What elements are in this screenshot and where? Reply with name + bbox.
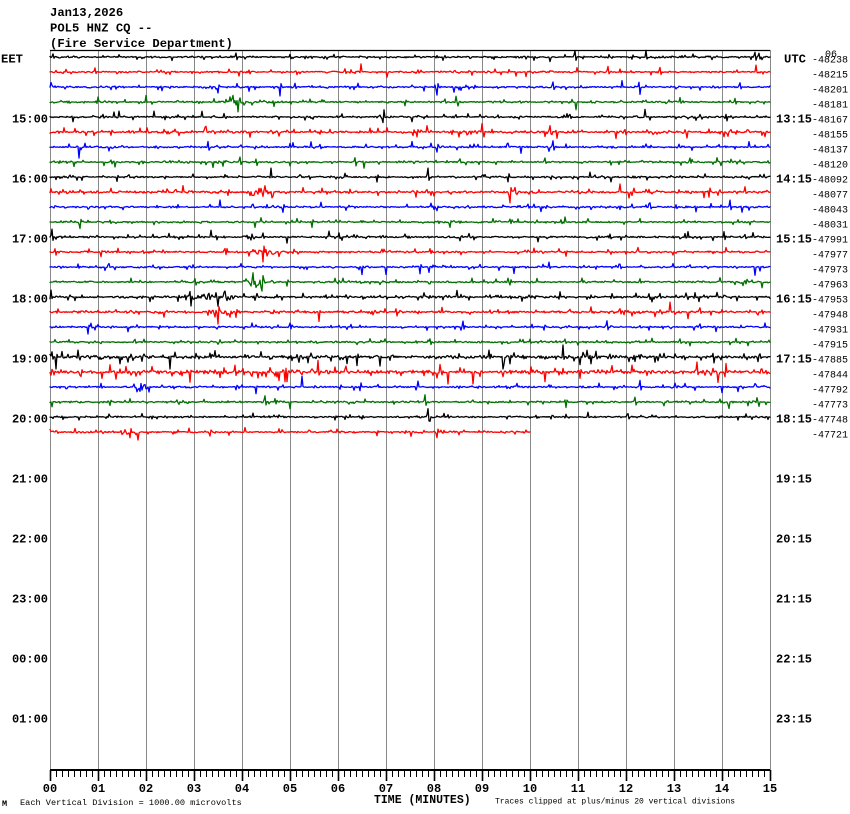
svg-text:11: 11 (571, 782, 585, 796)
svg-text:21:15: 21:15 (776, 593, 812, 607)
svg-text:23:00: 23:00 (12, 593, 48, 607)
svg-text:14: 14 (715, 782, 729, 796)
svg-text:23:15: 23:15 (776, 713, 812, 727)
svg-text:-47977: -47977 (812, 251, 848, 262)
svg-text:19:00: 19:00 (12, 353, 48, 367)
svg-text:-48167: -48167 (812, 116, 848, 127)
svg-text:16:15: 16:15 (776, 293, 812, 307)
svg-text:13:15: 13:15 (776, 113, 812, 127)
svg-text:02: 02 (139, 782, 153, 796)
svg-text:-47991: -47991 (812, 236, 848, 247)
svg-text:-48137: -48137 (812, 146, 848, 157)
svg-text:-48043: -48043 (812, 206, 848, 217)
svg-text:08: 08 (427, 782, 441, 796)
svg-text:13: 13 (667, 782, 681, 796)
svg-text:18:15: 18:15 (776, 413, 812, 427)
svg-text:05: 05 (283, 782, 297, 796)
svg-text:22:00: 22:00 (12, 533, 48, 547)
svg-text:EET: EET (1, 53, 23, 67)
svg-text:15: 15 (763, 782, 777, 796)
svg-text:-47748: -47748 (812, 416, 848, 427)
svg-text:Jan13,2026: Jan13,2026 (50, 6, 123, 20)
svg-text:POL5 HNZ CQ --: POL5 HNZ CQ -- (50, 22, 152, 36)
svg-text:TIME (MINUTES): TIME (MINUTES) (374, 794, 471, 807)
svg-text:21:00: 21:00 (12, 473, 48, 487)
svg-text:-47885: -47885 (812, 356, 848, 367)
svg-text:-48077: -48077 (812, 191, 848, 202)
svg-text:06: 06 (825, 50, 837, 61)
svg-text:-47963: -47963 (812, 281, 848, 292)
svg-text:Traces clipped at plus/minus 2: Traces clipped at plus/minus 20 vertical… (495, 798, 735, 807)
svg-text:15:15: 15:15 (776, 233, 812, 247)
svg-text:14:15: 14:15 (776, 173, 812, 187)
svg-text:20:00: 20:00 (12, 413, 48, 427)
svg-text:03: 03 (187, 782, 201, 796)
svg-text:-48181: -48181 (812, 101, 848, 112)
svg-text:-47773: -47773 (812, 401, 848, 412)
svg-text:-48238: -48238 (812, 56, 848, 67)
svg-text:-48201: -48201 (812, 86, 848, 97)
svg-text:-48031: -48031 (812, 221, 848, 232)
svg-text:01:00: 01:00 (12, 713, 48, 727)
svg-text:-48092: -48092 (812, 176, 848, 187)
svg-text:16:00: 16:00 (12, 173, 48, 187)
svg-text:UTC: UTC (784, 53, 806, 67)
svg-text:01: 01 (91, 782, 105, 796)
svg-text:-48120: -48120 (812, 161, 848, 172)
svg-text:06: 06 (331, 782, 345, 796)
svg-text:18:00: 18:00 (12, 293, 48, 307)
svg-text:00: 00 (43, 782, 57, 796)
svg-text:-47792: -47792 (812, 386, 848, 397)
svg-text:Each Vertical Division = 1000.: Each Vertical Division = 1000.00 microvo… (20, 798, 242, 808)
svg-text:00:00: 00:00 (12, 653, 48, 667)
svg-text:19:15: 19:15 (776, 473, 812, 487)
svg-text:10: 10 (523, 782, 537, 796)
svg-text:-47953: -47953 (812, 296, 848, 307)
svg-text:-47948: -47948 (812, 311, 848, 322)
svg-text:04: 04 (235, 782, 249, 796)
svg-text:-47973: -47973 (812, 266, 848, 277)
svg-text:12: 12 (619, 782, 633, 796)
svg-text:M: M (2, 799, 7, 809)
svg-text:15:00: 15:00 (12, 113, 48, 127)
svg-text:(Fire Service Department): (Fire Service Department) (50, 37, 233, 51)
svg-text:20:15: 20:15 (776, 533, 812, 547)
svg-text:-48215: -48215 (812, 71, 848, 82)
svg-text:-47844: -47844 (812, 371, 848, 382)
svg-text:-47915: -47915 (812, 341, 848, 352)
svg-text:-47931: -47931 (812, 326, 848, 337)
svg-text:22:15: 22:15 (776, 653, 812, 667)
svg-text:17:00: 17:00 (12, 233, 48, 247)
svg-text:07: 07 (379, 782, 393, 796)
svg-text:09: 09 (475, 782, 489, 796)
svg-text:17:15: 17:15 (776, 353, 812, 367)
svg-text:-47721: -47721 (812, 431, 848, 442)
svg-text:-48155: -48155 (812, 131, 848, 142)
